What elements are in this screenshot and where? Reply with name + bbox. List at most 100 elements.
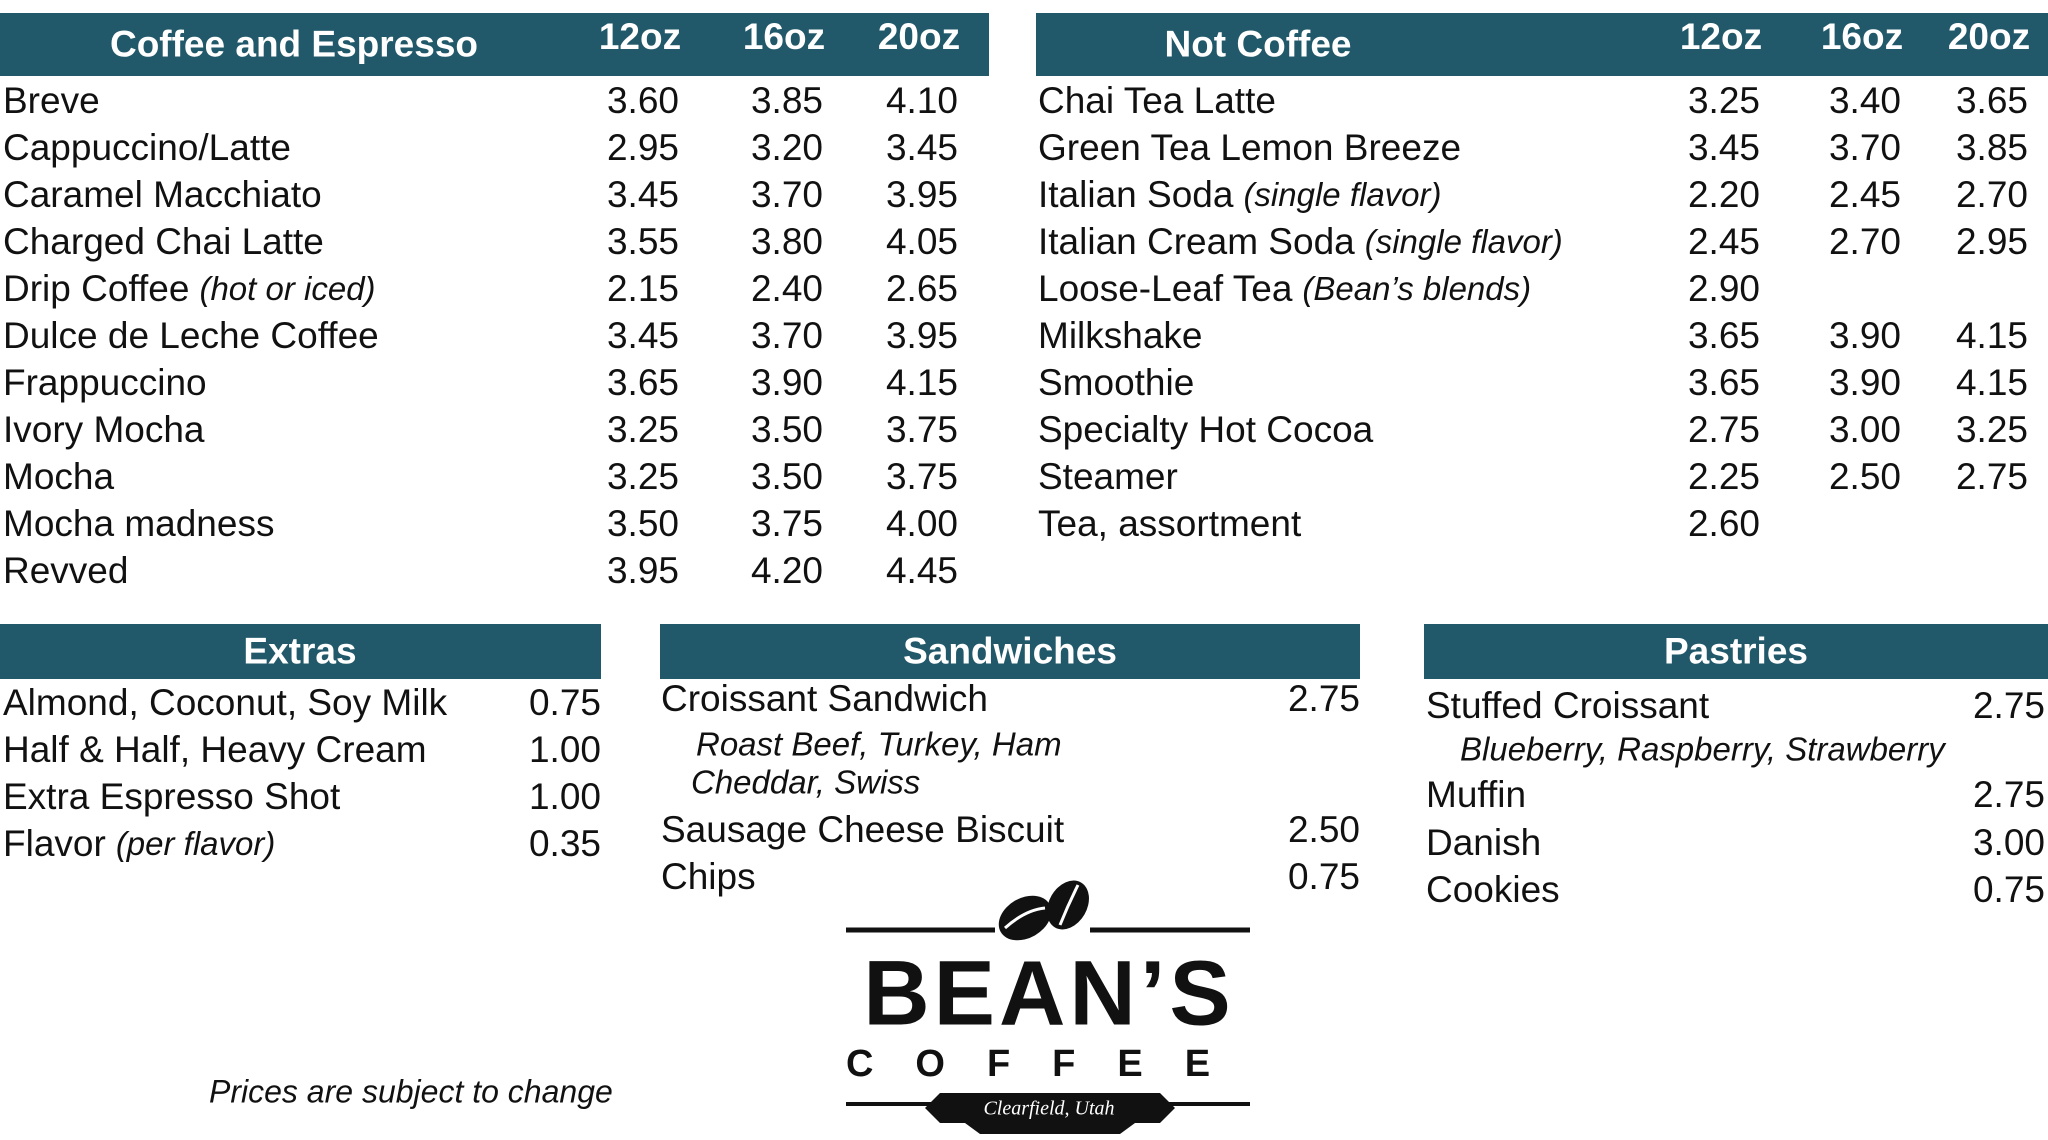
item-label: Sausage Cheese Biscuit [661, 809, 1065, 850]
item-name: Ivory Mocha [3, 409, 205, 450]
item-label: Frappuccino [3, 362, 207, 403]
item-name: Specialty Hot Cocoa [1038, 409, 1374, 450]
item-label: Italian Soda (single flavor) [1038, 174, 1442, 215]
price: 3.75 [751, 503, 823, 544]
item-name: Breve [3, 80, 100, 121]
price: 0.75 [1288, 856, 1360, 897]
logo-location: Clearfield, Utah [983, 1098, 1114, 1120]
price: 2.45 [1829, 174, 1901, 215]
section-title: Coffee and Espresso [110, 23, 478, 64]
item-label: Chai Tea Latte [1038, 80, 1276, 121]
item-label: Charged Chai Latte [3, 221, 324, 262]
item-name: Milkshake [1038, 315, 1203, 356]
item-label: Smoothie [1038, 362, 1194, 403]
price: 3.80 [751, 221, 823, 262]
price: 2.40 [751, 268, 823, 309]
price: 3.50 [751, 409, 823, 450]
item-detail: Blueberry, Raspberry, Strawberry [1460, 731, 1947, 768]
item-name: Green Tea Lemon Breeze [1038, 127, 1461, 168]
price: 3.50 [751, 456, 823, 497]
price: 3.95 [886, 315, 958, 356]
price: 3.65 [1688, 315, 1760, 356]
item-name: Cookies [1426, 869, 1560, 910]
price: 2.75 [1688, 409, 1760, 450]
section-title: Sandwiches [903, 630, 1117, 671]
price: 3.75 [886, 456, 958, 497]
item-detail: Roast Beef, Turkey, Ham [696, 726, 1062, 763]
price: 3.50 [607, 503, 679, 544]
item-label: Cappuccino/Latte [3, 127, 291, 168]
price: 3.95 [607, 550, 679, 591]
price: 3.65 [607, 362, 679, 403]
item-name: Extra Espresso Shot [3, 776, 341, 817]
price: 2.70 [1829, 221, 1901, 262]
size-header: 12oz [1680, 16, 1762, 57]
item-label: Stuffed Croissant [1426, 685, 1710, 726]
price: 2.60 [1688, 503, 1760, 544]
price: 2.75 [1973, 774, 2045, 815]
item-note: (single flavor) [1243, 176, 1441, 213]
item-name: Steamer [1038, 456, 1178, 497]
price: 2.65 [886, 268, 958, 309]
price: 2.25 [1688, 456, 1760, 497]
price: 3.95 [886, 174, 958, 215]
section-title: Not Coffee [1164, 23, 1351, 64]
item-name: Drip Coffee [3, 268, 189, 309]
item-note: (Bean’s blends) [1302, 270, 1531, 307]
price: 3.90 [1829, 362, 1901, 403]
size-header: 16oz [1821, 16, 1903, 57]
item-label: Mocha [3, 456, 114, 497]
item-note: (single flavor) [1365, 223, 1563, 260]
section-header-bar [1036, 13, 2048, 76]
price: 2.75 [1956, 456, 2028, 497]
price: 3.00 [1973, 822, 2045, 863]
item-label: Chips [661, 856, 756, 897]
size-header: 20oz [878, 16, 960, 57]
price: 3.85 [1956, 127, 2028, 168]
section-header-bar [1424, 624, 2048, 679]
price: 3.40 [1829, 80, 1901, 121]
price: 3.00 [1829, 409, 1901, 450]
size-header: 16oz [743, 16, 825, 57]
price: 4.10 [886, 80, 958, 121]
item-note: (per flavor) [116, 825, 276, 862]
item-name: Caramel Macchiato [3, 174, 322, 215]
item-label: Steamer [1038, 456, 1178, 497]
item-label: Dulce de Leche Coffee [3, 315, 379, 356]
price: 4.15 [886, 362, 958, 403]
price: 4.45 [886, 550, 958, 591]
price: 2.75 [1973, 685, 2045, 726]
item-label: Breve [3, 80, 100, 121]
size-header: 20oz [1948, 16, 2030, 57]
price: 3.55 [607, 221, 679, 262]
price: 3.70 [751, 315, 823, 356]
item-name: Mocha madness [3, 503, 274, 544]
item-name: Smoothie [1038, 362, 1194, 403]
price: 2.50 [1829, 456, 1901, 497]
price: 3.45 [607, 315, 679, 356]
price: 0.75 [1973, 869, 2045, 910]
price: 3.70 [1829, 127, 1901, 168]
item-label: Caramel Macchiato [3, 174, 322, 215]
item-name: Sausage Cheese Biscuit [661, 809, 1065, 850]
price: 1.00 [529, 776, 601, 817]
price: 3.75 [886, 409, 958, 450]
item-name: Chai Tea Latte [1038, 80, 1276, 121]
price: 0.75 [529, 682, 601, 723]
item-label: Flavor (per flavor) [3, 823, 275, 864]
item-label: Drip Coffee (hot or iced) [3, 268, 376, 309]
price: 2.50 [1288, 809, 1360, 850]
item-label: Half & Half, Heavy Cream [3, 729, 427, 770]
price: 3.60 [607, 80, 679, 121]
price: 2.75 [1288, 678, 1360, 719]
item-label: Specialty Hot Cocoa [1038, 409, 1374, 450]
section-title: Pastries [1664, 630, 1808, 671]
price: 3.25 [1688, 80, 1760, 121]
item-name: Revved [3, 550, 128, 591]
item-label: Green Tea Lemon Breeze [1038, 127, 1461, 168]
size-header: 12oz [599, 16, 681, 57]
item-label: Cookies [1426, 869, 1560, 910]
item-name: Italian Soda [1038, 174, 1234, 215]
item-name: Italian Cream Soda [1038, 221, 1355, 262]
